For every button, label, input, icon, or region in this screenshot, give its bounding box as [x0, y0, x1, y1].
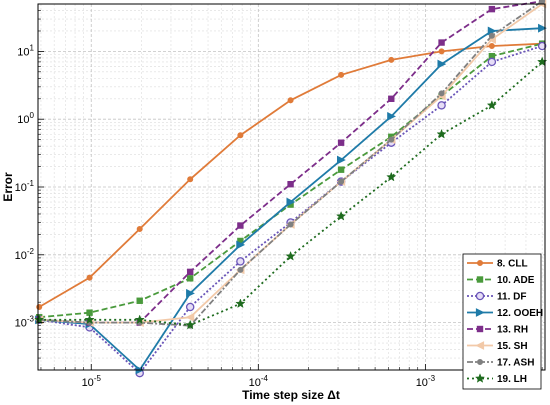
- data-point: [388, 56, 395, 63]
- data-point: [437, 59, 447, 69]
- legend-item: 15. SH: [467, 341, 528, 352]
- x-tick-label: 10-4: [249, 374, 269, 389]
- data-point: [437, 101, 446, 110]
- data-point: [237, 266, 244, 273]
- y-tick-label: 101: [17, 43, 34, 58]
- data-point: [237, 222, 244, 229]
- data-point: [285, 250, 296, 261]
- legend-label: 8. CLL: [497, 259, 528, 270]
- legend-label: 19. LH: [497, 374, 527, 385]
- legend-item: 19. LH: [467, 373, 527, 385]
- legend-swatch-marker: [474, 373, 486, 383]
- x-tick-labels: 10-5 10-4 10-3: [82, 374, 436, 389]
- legend-item: 10. ADE: [467, 275, 535, 286]
- data-point: [86, 274, 93, 281]
- y-tick-labels: 10-3 10-2 10-1 100 101: [15, 43, 35, 329]
- data-point: [486, 99, 497, 110]
- legend-label: 11. DF: [497, 292, 526, 303]
- y-axis-label: Error: [1, 172, 15, 202]
- data-point: [287, 180, 294, 188]
- x-tick-label: 10-3: [416, 374, 436, 389]
- legend-swatch-marker: [476, 325, 484, 333]
- data-point: [338, 178, 345, 185]
- x-tick-label: 10-5: [82, 374, 102, 389]
- y-tick-label: 10-3: [15, 315, 35, 330]
- legend: 8. CLL 10. ADE 11. DF 12. OOEH 13. RH 15. SH 1…: [462, 253, 543, 390]
- data-point: [338, 71, 345, 78]
- legend-item: 13. RH: [467, 325, 528, 336]
- data-point: [537, 56, 548, 67]
- legend-item: 8. CLL: [467, 259, 528, 270]
- legend-label: 10. ADE: [497, 275, 535, 286]
- data-point: [187, 176, 194, 183]
- series-8: [34, 56, 548, 330]
- data-point: [287, 97, 294, 104]
- legend-item: 12. OOEH: [467, 308, 543, 319]
- data-point: [136, 297, 143, 304]
- data-point: [186, 275, 194, 282]
- legend-label: 12. OOEH: [497, 308, 543, 319]
- y-tick-label: 100: [17, 111, 34, 126]
- data-point: [487, 57, 497, 67]
- legend-label: 13. RH: [497, 325, 528, 336]
- data-point: [438, 39, 445, 46]
- data-point: [335, 210, 347, 221]
- data-point: [538, 23, 547, 33]
- data-point: [186, 268, 194, 276]
- data-point: [337, 166, 345, 173]
- data-point: [438, 48, 445, 55]
- data-point: [287, 221, 294, 228]
- legend-swatch-marker: [475, 341, 485, 350]
- data-point: [236, 257, 245, 266]
- data-point: [34, 314, 45, 325]
- data-point: [185, 312, 195, 322]
- data-point: [436, 128, 447, 139]
- legend-label: 17. ASH: [497, 358, 534, 369]
- data-point: [388, 136, 395, 143]
- data-point: [36, 303, 43, 311]
- data-point: [387, 111, 396, 121]
- data-point: [386, 171, 397, 182]
- data-point: [337, 155, 346, 165]
- data-point: [388, 95, 395, 102]
- legend-label: 15. SH: [497, 341, 528, 352]
- series-layer: [34, 0, 548, 378]
- data-point: [488, 32, 495, 39]
- x-axis-label: Time step size Δt: [242, 388, 340, 402]
- data-point: [186, 288, 195, 298]
- data-point: [488, 5, 496, 13]
- y-tick-label: 10-1: [15, 179, 35, 194]
- legend-swatch-marker: [475, 291, 485, 301]
- data-point: [235, 298, 246, 309]
- data-point: [136, 226, 143, 233]
- data-point: [237, 132, 244, 139]
- data-point: [286, 197, 296, 207]
- legend-swatch-marker: [476, 276, 484, 283]
- data-point: [438, 90, 445, 97]
- legend-box: [462, 253, 542, 390]
- y-tick-label: 10-2: [15, 247, 35, 262]
- data-point: [337, 139, 345, 146]
- data-point: [134, 314, 145, 325]
- legend-swatch-marker: [475, 308, 485, 317]
- data-point: [488, 43, 495, 50]
- legend-item: 17. ASH: [467, 358, 534, 369]
- legend-item: 11. DF: [467, 292, 526, 303]
- data-point: [185, 319, 196, 330]
- data-point: [537, 41, 547, 51]
- tick-marks: [38, 10, 543, 370]
- legend-swatch-marker: [476, 259, 484, 267]
- legend-swatch-marker: [476, 358, 484, 366]
- data-point: [236, 240, 246, 250]
- data-point: [185, 302, 195, 312]
- data-point: [539, 0, 546, 5]
- data-point: [84, 314, 95, 325]
